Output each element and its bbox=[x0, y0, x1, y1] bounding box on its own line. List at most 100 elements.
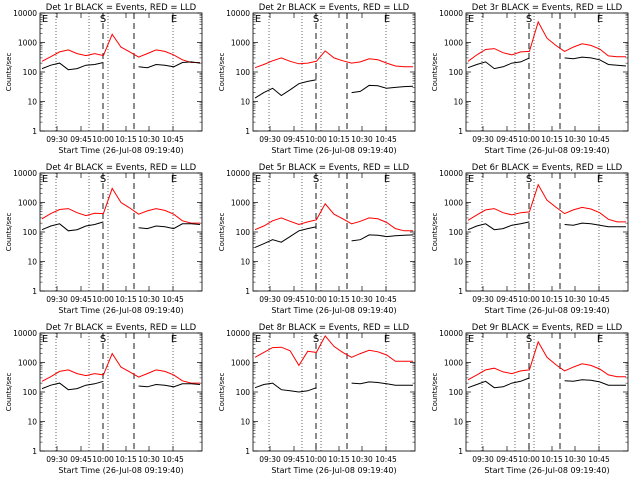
x-tick-label: 10:00 bbox=[518, 135, 540, 144]
y-tick-label: 10000 bbox=[439, 169, 463, 178]
chart-title: Det 2r BLACK = Events, RED = LLD bbox=[259, 3, 410, 13]
x-tick-label: 09:30 bbox=[472, 135, 494, 144]
marker-label: E bbox=[255, 174, 261, 185]
y-tick-label: 100 bbox=[449, 228, 464, 237]
x-axis-label: Start Time (26-Jul-08 09:19:40) bbox=[58, 466, 183, 475]
y-tick-label: 10000 bbox=[226, 329, 250, 338]
x-tick-label: 10:45 bbox=[162, 295, 184, 304]
x-tick-label: 10:45 bbox=[162, 455, 184, 464]
series-line-red-lld bbox=[254, 335, 413, 367]
marker-label: S bbox=[526, 174, 532, 185]
x-tick-label: 10:00 bbox=[92, 455, 114, 464]
marker-label: E bbox=[42, 14, 48, 25]
chart-title: Det 3r BLACK = Events, RED = LLD bbox=[472, 3, 623, 13]
y-tick-label: 1 bbox=[458, 447, 463, 456]
x-tick-label: 09:30 bbox=[259, 455, 281, 464]
marker-label: E bbox=[171, 334, 177, 345]
x-tick-label: 09:45 bbox=[283, 455, 305, 464]
x-tick-label: 10:30 bbox=[138, 135, 160, 144]
x-tick-label: 10:45 bbox=[588, 295, 610, 304]
y-tick-label: 10 bbox=[240, 98, 250, 107]
x-tick-label: 10:00 bbox=[518, 455, 540, 464]
y-tick-label: 1000 bbox=[18, 39, 37, 48]
y-tick-label: 10 bbox=[27, 98, 37, 107]
y-tick-label: 1000 bbox=[444, 39, 463, 48]
series-line-black-events bbox=[254, 226, 414, 248]
x-tick-label: 09:45 bbox=[283, 135, 305, 144]
marker-label: S bbox=[526, 14, 532, 25]
y-tick-label: 10000 bbox=[13, 169, 37, 178]
y-tick-label: 1 bbox=[245, 127, 250, 136]
y-tick-label: 10000 bbox=[226, 169, 250, 178]
series-line-red-lld bbox=[41, 187, 200, 224]
chart-panel-1: Det 1r BLACK = Events, RED = LLD 1 10 100 10… bbox=[5, 3, 203, 155]
y-axis-label: Counts/sec bbox=[5, 53, 13, 92]
y-tick-label: 10 bbox=[453, 418, 463, 427]
y-tick-label: 100 bbox=[236, 68, 251, 77]
x-axis-label: Start Time (26-Jul-08 09:19:40) bbox=[271, 146, 396, 155]
y-tick-label: 100 bbox=[23, 388, 38, 397]
plot-frame bbox=[465, 12, 629, 132]
x-tick-label: 10:15 bbox=[115, 135, 137, 144]
series-line-red-lld bbox=[467, 340, 626, 381]
series-line-red-lld bbox=[254, 50, 413, 69]
series-line-red-lld bbox=[467, 183, 626, 223]
series-line-black-events bbox=[467, 377, 626, 389]
y-tick-label: 10 bbox=[453, 98, 463, 107]
x-tick-label: 09:30 bbox=[46, 135, 68, 144]
y-tick-label: 1 bbox=[32, 447, 37, 456]
y-axis-label: Counts/sec bbox=[5, 213, 13, 252]
x-tick-label: 10:30 bbox=[351, 295, 373, 304]
plot-frame bbox=[252, 172, 416, 292]
plot-frame bbox=[39, 12, 203, 132]
x-tick-label: 10:30 bbox=[138, 455, 160, 464]
x-tick-label: 09:30 bbox=[472, 455, 494, 464]
series-line-red-lld bbox=[254, 202, 413, 232]
series-line-red-lld bbox=[467, 20, 626, 62]
marker-label: S bbox=[100, 334, 106, 345]
y-tick-label: 1000 bbox=[231, 359, 250, 368]
series-line-black-events bbox=[467, 221, 626, 231]
x-tick-label: 09:30 bbox=[259, 295, 281, 304]
chart-panel-4: Det 4r BLACK = Events, RED = LLD 1 10 100 10… bbox=[5, 163, 203, 315]
x-tick-label: 10:00 bbox=[92, 295, 114, 304]
y-tick-label: 1 bbox=[245, 287, 250, 296]
x-tick-label: 09:45 bbox=[496, 295, 518, 304]
y-tick-label: 1000 bbox=[231, 199, 250, 208]
series-line-red-lld bbox=[41, 352, 200, 384]
x-tick-label: 10:15 bbox=[541, 135, 563, 144]
marker-label: E bbox=[171, 174, 177, 185]
series-line-black-events bbox=[254, 381, 413, 393]
x-tick-label: 10:15 bbox=[541, 295, 563, 304]
y-tick-label: 100 bbox=[449, 68, 464, 77]
marker-label: S bbox=[313, 14, 319, 25]
marker-label: E bbox=[384, 334, 390, 345]
x-axis-label: Start Time (26-Jul-08 09:19:40) bbox=[484, 306, 609, 315]
x-tick-label: 10:30 bbox=[564, 455, 586, 464]
x-tick-label: 10:15 bbox=[328, 455, 350, 464]
marker-label: E bbox=[42, 334, 48, 345]
y-axis-label: Counts/sec bbox=[431, 373, 439, 412]
marker-label: E bbox=[384, 14, 390, 25]
y-tick-label: 10000 bbox=[439, 9, 463, 18]
y-tick-label: 10 bbox=[453, 258, 463, 267]
marker-label: E bbox=[171, 14, 177, 25]
y-tick-label: 100 bbox=[23, 228, 38, 237]
x-axis-label: Start Time (26-Jul-08 09:19:40) bbox=[484, 146, 609, 155]
x-tick-label: 10:30 bbox=[564, 135, 586, 144]
x-tick-label: 09:30 bbox=[46, 295, 68, 304]
x-tick-label: 10:45 bbox=[375, 455, 397, 464]
y-tick-label: 10000 bbox=[439, 329, 463, 338]
marker-label: S bbox=[100, 14, 106, 25]
x-tick-label: 10:45 bbox=[375, 295, 397, 304]
x-axis-label: Start Time (26-Jul-08 09:19:40) bbox=[58, 146, 183, 155]
chart-title: Det 1r BLACK = Events, RED = LLD bbox=[46, 3, 197, 13]
x-tick-label: 10:30 bbox=[351, 455, 373, 464]
chart-panel-3: Det 3r BLACK = Events, RED = LLD 1 10 100 10… bbox=[431, 3, 629, 155]
x-tick-label: 09:45 bbox=[70, 135, 92, 144]
chart-panel-5: Det 5r BLACK = Events, RED = LLD 1 10 100 10… bbox=[218, 163, 416, 315]
marker-label: E bbox=[468, 14, 474, 25]
y-tick-label: 1 bbox=[32, 127, 37, 136]
marker-label: E bbox=[255, 334, 261, 345]
plot-frame bbox=[465, 332, 629, 452]
